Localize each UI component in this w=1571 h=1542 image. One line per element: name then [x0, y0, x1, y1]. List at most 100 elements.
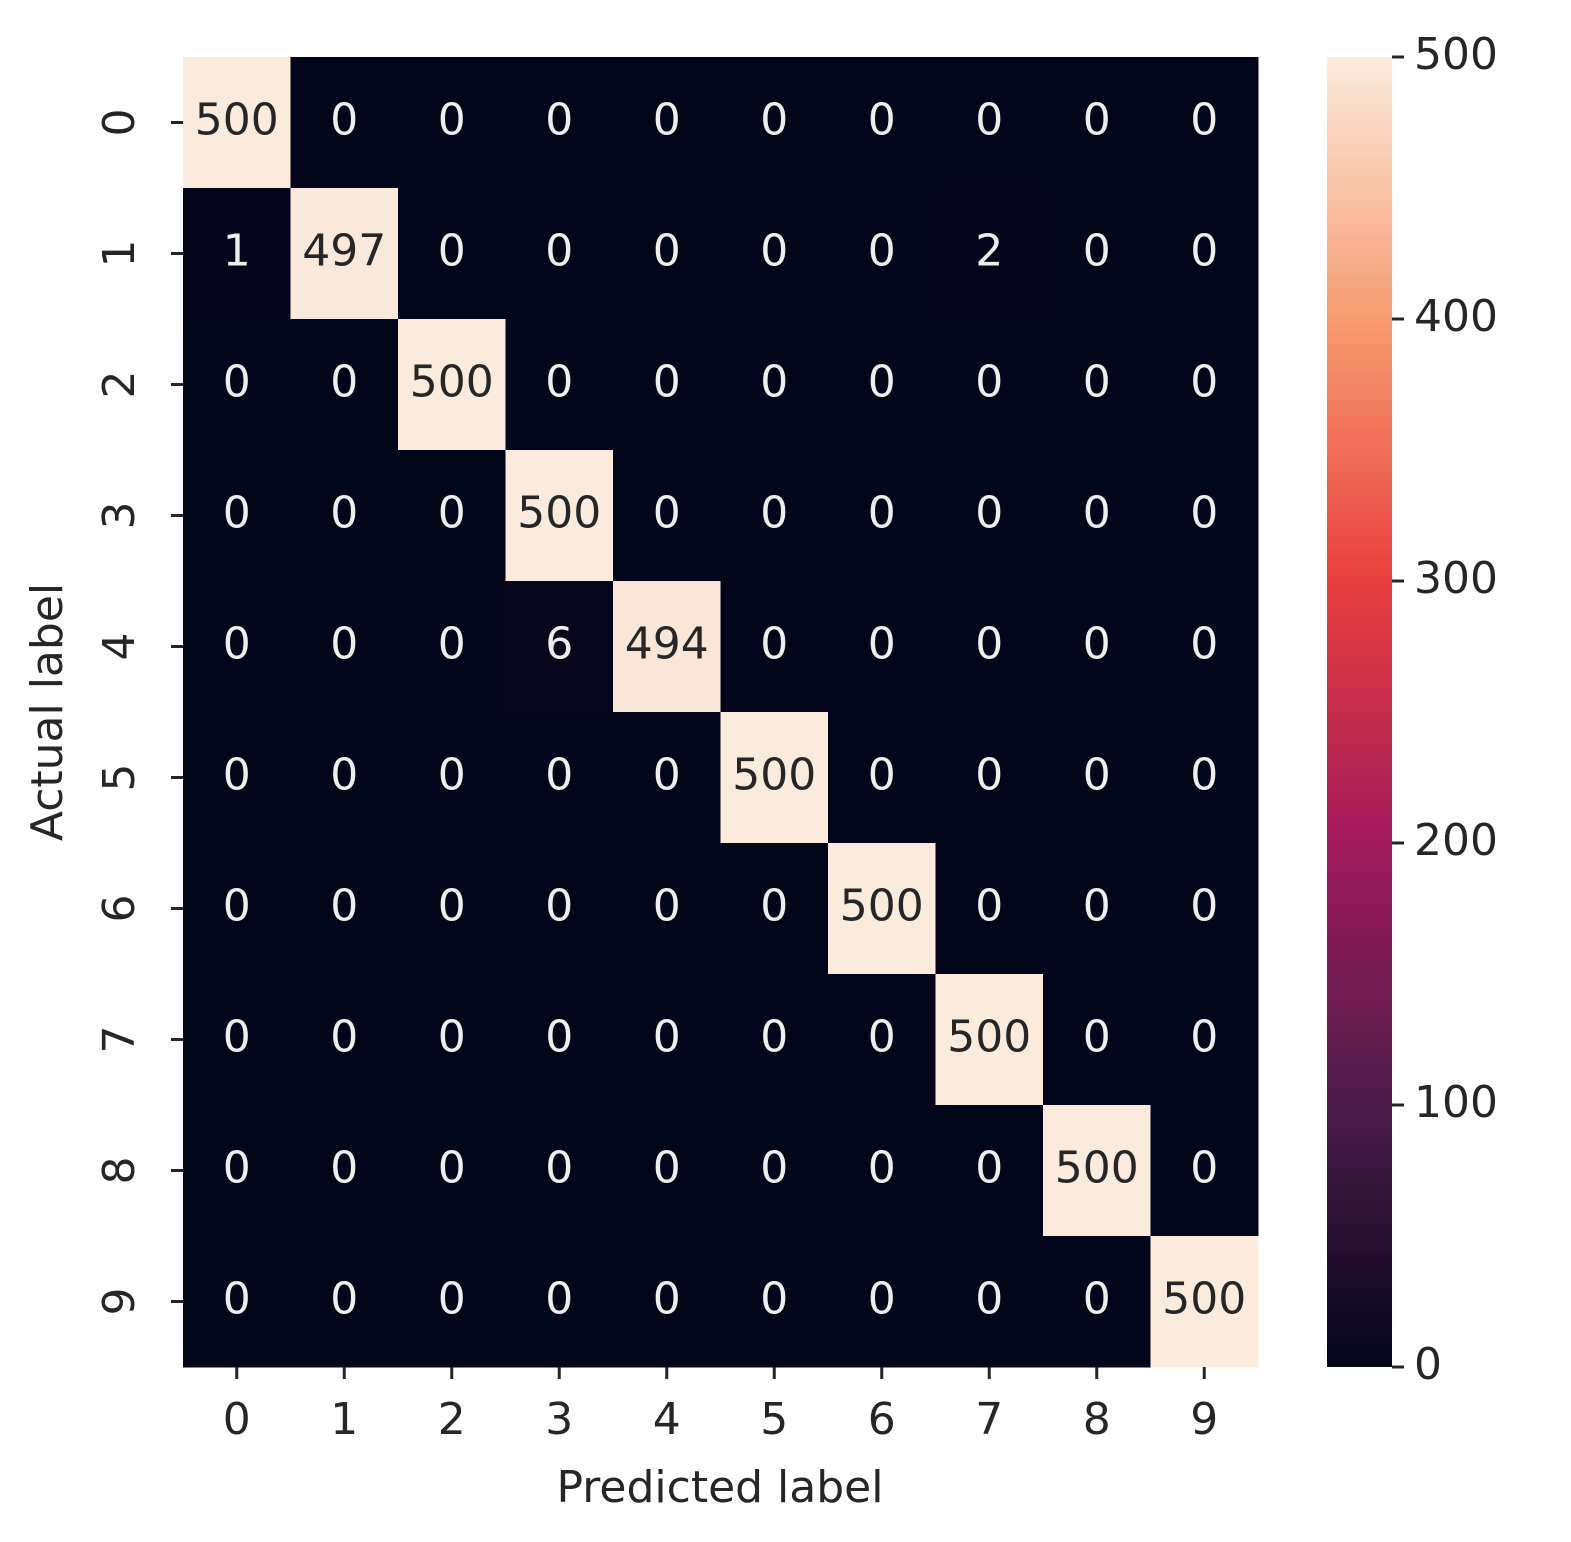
heatmap-cell [290, 974, 399, 1106]
cell-label: 0 [438, 1274, 466, 1325]
cell-label: 0 [545, 881, 573, 932]
colorbar [1327, 57, 1392, 1367]
x-tick-label: 7 [975, 1394, 1003, 1445]
cell-label: 500 [517, 488, 601, 539]
heatmap-cell [398, 450, 506, 582]
heatmap-cell [290, 1105, 399, 1237]
heatmap-cell [398, 581, 506, 713]
heatmap-cell [1150, 188, 1259, 320]
cell-label: 0 [760, 619, 788, 670]
cell-label: 0 [975, 488, 1003, 539]
cell-label: 500 [840, 881, 924, 932]
heatmap-cell [935, 319, 1044, 451]
heatmap-cell [505, 1105, 614, 1237]
cell-label: 0 [1083, 1274, 1111, 1325]
cell-label: 0 [1190, 226, 1218, 277]
heatmap-cell [720, 712, 829, 844]
cell-label: 0 [760, 1274, 788, 1325]
heatmap-cell [720, 581, 829, 713]
cell-label: 0 [1190, 1143, 1218, 1194]
cell-label: 0 [1190, 619, 1218, 670]
x-tick-label: 3 [545, 1394, 573, 1445]
cell-label: 0 [438, 1012, 466, 1063]
cell-label: 0 [868, 488, 896, 539]
cell-label: 500 [1162, 1274, 1246, 1325]
heatmap-cell [828, 319, 936, 451]
heatmap-cell [720, 57, 829, 189]
heatmap-cell [1150, 1105, 1259, 1237]
y-tick-label: 2 [94, 371, 145, 399]
heatmap-cell [1150, 581, 1259, 713]
cell-label: 6 [545, 619, 573, 670]
y-tick-label: 9 [94, 1288, 145, 1316]
cell-label: 0 [438, 95, 466, 146]
heatmap-cell [398, 712, 506, 844]
cell-label: 0 [975, 619, 1003, 670]
cell-label: 0 [868, 226, 896, 277]
cell-label: 0 [760, 357, 788, 408]
y-tick-label: 6 [94, 895, 145, 923]
cell-label: 0 [545, 226, 573, 277]
heatmap-cell [183, 319, 291, 451]
heatmap-cell [183, 57, 291, 189]
heatmap-cell [1043, 188, 1151, 320]
cell-label: 0 [223, 357, 251, 408]
cell-label: 0 [653, 750, 681, 801]
cell-label: 500 [732, 750, 816, 801]
heatmap-cell [505, 843, 614, 975]
cell-label: 0 [438, 881, 466, 932]
heatmap-cell [505, 319, 614, 451]
heatmap-cell [1043, 57, 1151, 189]
y-tick-label: 8 [94, 1157, 145, 1185]
y-tick-label: 5 [94, 764, 145, 792]
cell-label: 0 [760, 1143, 788, 1194]
cell-label: 0 [1190, 95, 1218, 146]
heatmap-cell [613, 843, 721, 975]
cell-label: 0 [438, 619, 466, 670]
cell-label: 0 [545, 95, 573, 146]
cell-label: 0 [330, 619, 358, 670]
cell-label: 0 [975, 1143, 1003, 1194]
heatmap-cell [1043, 1236, 1151, 1368]
cell-label: 1 [223, 226, 251, 277]
heatmap-cell [828, 450, 936, 582]
cell-label: 0 [653, 226, 681, 277]
cell-label: 0 [760, 881, 788, 932]
cell-label: 0 [1190, 488, 1218, 539]
cell-label: 0 [760, 95, 788, 146]
heatmap-cell [935, 1236, 1044, 1368]
heatmap-cell [613, 57, 721, 189]
cell-label: 500 [410, 357, 494, 408]
heatmap-cell [183, 1236, 291, 1368]
cell-label: 0 [330, 881, 358, 932]
cell-label: 0 [330, 95, 358, 146]
cell-label: 0 [545, 1274, 573, 1325]
cell-label: 0 [975, 357, 1003, 408]
colorbar-tick-label: 100 [1414, 1077, 1498, 1128]
heatmap-cell [398, 843, 506, 975]
heatmap-cell [505, 450, 614, 582]
heatmap-cell [1150, 319, 1259, 451]
cell-label: 0 [1190, 1012, 1218, 1063]
cell-label: 0 [545, 1143, 573, 1194]
cell-label: 0 [653, 1274, 681, 1325]
cell-label: 0 [330, 750, 358, 801]
cell-label: 0 [868, 1012, 896, 1063]
x-tick-label: 4 [653, 1394, 681, 1445]
cell-label: 0 [653, 1143, 681, 1194]
heatmap-cell [183, 188, 291, 320]
heatmap-cell [935, 188, 1044, 320]
heatmap-cell [613, 712, 721, 844]
cell-label: 0 [438, 488, 466, 539]
cell-label: 0 [1083, 226, 1111, 277]
heatmap-cell [828, 974, 936, 1106]
x-tick-label: 1 [330, 1394, 358, 1445]
cell-label: 0 [545, 750, 573, 801]
cell-label: 0 [330, 1012, 358, 1063]
heatmap-cell [828, 188, 936, 320]
cell-label: 0 [438, 1143, 466, 1194]
cell-label: 0 [653, 357, 681, 408]
heatmap-cell [1150, 974, 1259, 1106]
heatmap-cell [935, 581, 1044, 713]
heatmap-cell [183, 974, 291, 1106]
